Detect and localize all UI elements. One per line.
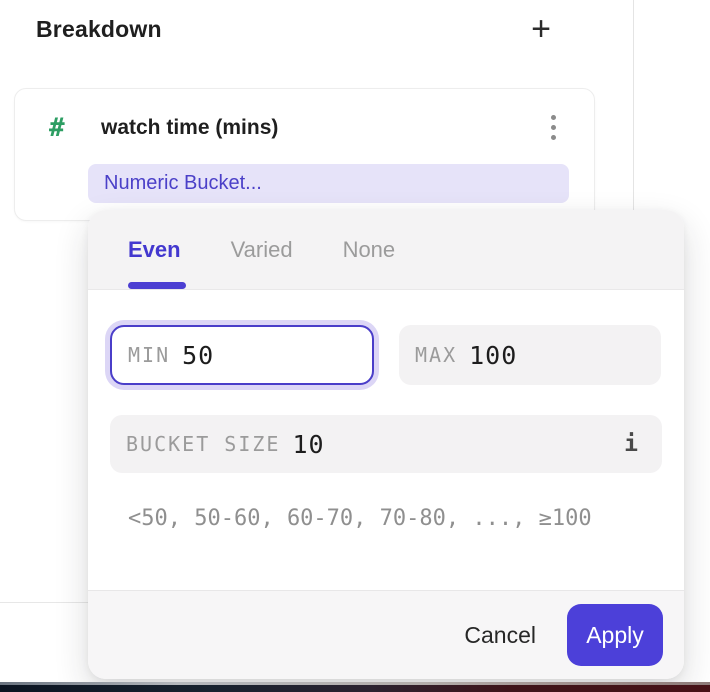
panel-bottom-border	[0, 602, 88, 603]
add-breakdown-button[interactable]: +	[520, 6, 562, 52]
numeric-property-icon: #	[49, 112, 65, 143]
underlying-content-bar	[0, 685, 710, 692]
max-label: MAX	[415, 343, 458, 367]
panel-divider	[633, 0, 634, 211]
tab-none[interactable]: None	[342, 236, 396, 262]
numeric-bucket-label: Numeric Bucket...	[104, 172, 262, 194]
property-row: # watch time (mins)	[15, 89, 594, 144]
popover-footer: Cancel Apply	[88, 590, 684, 679]
plus-icon: +	[531, 9, 551, 48]
min-label: MIN	[128, 343, 171, 367]
max-field[interactable]: MAX	[399, 325, 661, 385]
bucket-size-label: BUCKET SIZE	[126, 432, 281, 456]
bucketing-popover: Even Varied None MIN MAX BUCKET SIZE i <…	[88, 210, 684, 679]
bucketing-form: MIN MAX BUCKET SIZE i <50, 50-60, 60-70,…	[88, 290, 684, 531]
page-title: Breakdown	[36, 16, 162, 42]
underlying-content-rim	[0, 682, 710, 685]
tab-even[interactable]: Even	[128, 236, 181, 262]
bucket-size-field[interactable]: BUCKET SIZE i	[110, 415, 662, 473]
bucketing-tabs: Even Varied None	[88, 210, 684, 290]
kebab-menu-icon[interactable]	[547, 111, 560, 144]
apply-button[interactable]: Apply	[567, 604, 663, 666]
min-input[interactable]	[182, 340, 303, 370]
info-icon[interactable]: i	[624, 431, 638, 457]
active-tab-indicator	[128, 282, 186, 289]
bucket-preview-text: <50, 50-60, 60-70, 70-80, ..., ≥100	[128, 506, 592, 531]
underlying-content-edge	[0, 682, 710, 692]
tab-varied[interactable]: Varied	[230, 236, 293, 262]
property-name: watch time (mins)	[101, 115, 279, 139]
breakdown-property-card: # watch time (mins) Numeric Bucket...	[14, 88, 595, 221]
min-field[interactable]: MIN	[110, 325, 374, 385]
bucket-size-input[interactable]	[292, 429, 413, 459]
max-input[interactable]	[469, 340, 590, 370]
numeric-bucket-selector[interactable]: Numeric Bucket...	[88, 164, 569, 203]
cancel-button[interactable]: Cancel	[464, 621, 536, 648]
